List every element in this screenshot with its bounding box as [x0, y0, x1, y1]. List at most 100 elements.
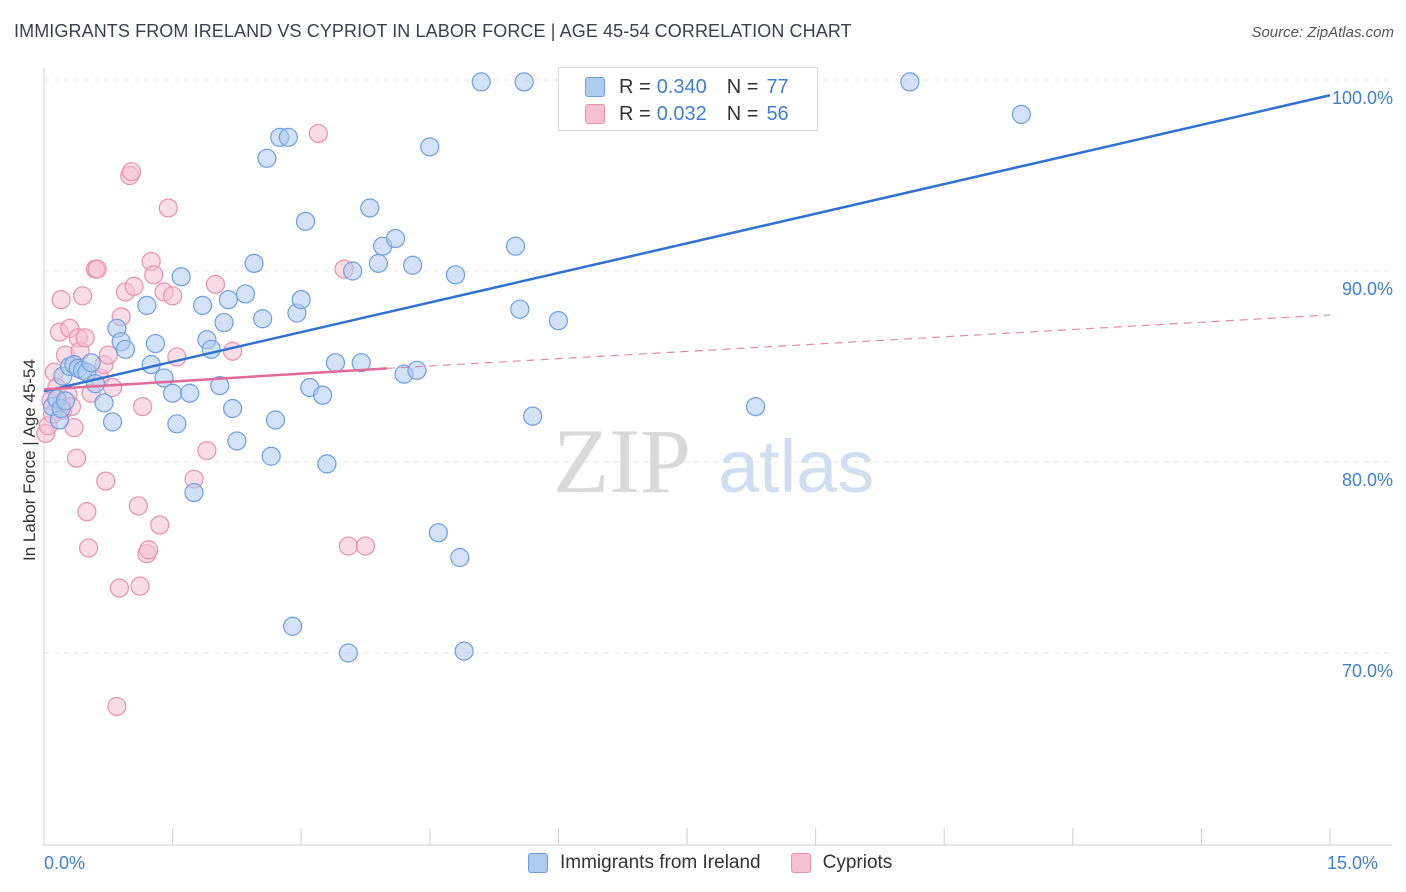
- point-cypriot: [144, 265, 164, 285]
- point-cypriot: [78, 538, 99, 558]
- point-ireland: [137, 295, 157, 315]
- point-ireland: [745, 397, 766, 417]
- y-tick-label: 90.0%: [1342, 279, 1393, 299]
- point-ireland: [218, 290, 238, 310]
- point-ireland: [445, 265, 466, 285]
- point-ireland: [244, 253, 264, 273]
- point-cypriot: [72, 286, 93, 306]
- point-cypriot: [150, 515, 170, 535]
- point-ireland: [55, 391, 76, 411]
- point-ireland: [295, 211, 316, 231]
- point-ireland: [454, 641, 474, 661]
- point-ireland: [163, 383, 183, 403]
- point-ireland: [145, 333, 166, 354]
- y-tick-label: 70.0%: [1342, 661, 1393, 681]
- legend-n-label: N =: [726, 102, 759, 125]
- y-tick-labels: 70.0% 80.0% 90.0% 100.0%: [1332, 88, 1393, 681]
- point-cypriot: [223, 341, 243, 361]
- point-cypriot: [197, 440, 217, 461]
- y-axis-label: In Labor Force | Age 45-54: [20, 359, 39, 561]
- point-ireland: [403, 255, 423, 275]
- x-tick-min: 0.0%: [44, 853, 86, 873]
- point-ireland: [167, 414, 187, 434]
- pink-swatch-icon: [585, 104, 605, 124]
- y-tick-label: 80.0%: [1342, 470, 1393, 490]
- trend-line-ireland: [43, 94, 1331, 393]
- legend-r-label: R =: [619, 75, 651, 98]
- point-ireland: [257, 148, 277, 168]
- point-ireland: [514, 72, 534, 92]
- point-ireland: [265, 410, 286, 430]
- point-ireland: [223, 398, 243, 419]
- point-ireland: [450, 547, 470, 568]
- point-cypriot: [107, 696, 127, 717]
- blue-swatch-icon: [528, 853, 548, 873]
- point-ireland: [428, 523, 448, 543]
- legend-r-label: R =: [619, 102, 651, 125]
- point-ireland: [102, 412, 123, 432]
- point-ireland: [313, 385, 333, 405]
- grid-lines: [44, 79, 1392, 654]
- legend-label-ireland: Immigrants from Ireland: [560, 852, 761, 873]
- point-ireland: [420, 137, 440, 157]
- x-tick-max: 15.0%: [1327, 853, 1379, 873]
- legend-r-value: 0.032: [656, 102, 707, 125]
- trend-line-cypriots: [43, 367, 388, 391]
- point-ireland: [235, 284, 256, 304]
- series-legend: Immigrants from Ireland Cypriots: [528, 852, 922, 874]
- point-ireland: [317, 454, 337, 474]
- point-cypriot: [109, 578, 130, 598]
- point-cypriot: [158, 198, 178, 218]
- legend-row-ireland: R = 0.340 N = 77: [585, 75, 789, 99]
- blue-swatch-icon: [585, 77, 605, 97]
- legend-r-value: 0.340: [656, 75, 707, 98]
- point-cypriot: [163, 286, 183, 306]
- point-ireland: [385, 228, 406, 249]
- point-ireland: [471, 72, 491, 92]
- point-ireland: [407, 360, 427, 380]
- point-ireland: [253, 309, 273, 329]
- legend-item-ireland: Immigrants from Ireland: [528, 852, 761, 874]
- correlation-legend: R = 0.340 N = 77 R = 0.032 N = 56: [558, 67, 818, 131]
- point-ireland: [360, 198, 380, 218]
- point-cypriot: [138, 540, 159, 560]
- point-ireland: [261, 446, 281, 466]
- point-ireland: [193, 295, 213, 315]
- watermark-zip: ZIP: [553, 410, 691, 512]
- point-cypriot: [130, 576, 150, 596]
- trend-lines: [43, 94, 1331, 393]
- point-cypriot: [124, 276, 144, 296]
- point-ireland: [81, 353, 101, 373]
- point-ireland: [184, 482, 204, 503]
- axes: [43, 68, 1392, 846]
- point-ireland: [338, 643, 358, 663]
- point-ireland: [291, 290, 311, 310]
- point-ireland: [510, 299, 530, 319]
- point-cypriot: [98, 345, 118, 365]
- legend-n-label: N =: [726, 75, 759, 98]
- point-ireland: [201, 339, 221, 359]
- point-cypriot: [66, 448, 87, 468]
- point-ireland: [214, 312, 234, 333]
- y-tick-label: 100.0%: [1332, 88, 1393, 108]
- point-cypriot: [132, 397, 153, 417]
- legend-label-cypriots: Cypriots: [822, 852, 893, 873]
- point-ireland: [900, 72, 920, 92]
- point-ireland: [343, 261, 363, 281]
- point-ireland: [115, 339, 136, 359]
- source-label: Source: ZipAtlas.com: [1251, 24, 1394, 41]
- point-cypriot: [75, 328, 95, 348]
- point-cypriot: [77, 502, 97, 522]
- point-ireland: [368, 253, 388, 273]
- point-ireland: [1011, 104, 1031, 124]
- point-ireland: [325, 353, 346, 373]
- point-cypriot: [205, 274, 226, 294]
- watermark-atlas: atlas: [718, 425, 874, 508]
- point-ireland: [523, 406, 543, 426]
- point-ireland: [227, 431, 247, 451]
- point-cypriot: [96, 471, 116, 491]
- point-cypriot: [308, 123, 328, 144]
- chart-title: IMMIGRANTS FROM IRELAND VS CYPRIOT IN LA…: [14, 21, 852, 41]
- point-ireland: [283, 616, 303, 636]
